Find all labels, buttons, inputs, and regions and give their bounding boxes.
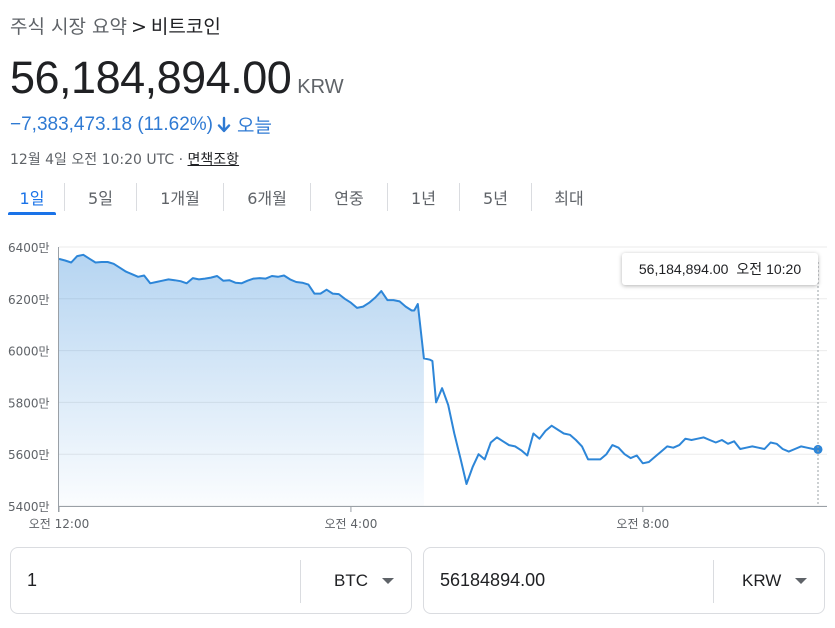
chart-tooltip: 56,184,894.00 오전 10:20 bbox=[622, 253, 818, 285]
dropdown-arrow-icon bbox=[795, 577, 808, 584]
price-line bbox=[58, 253, 819, 485]
tab-max[interactable]: 최대 bbox=[532, 180, 606, 214]
tab-1-month[interactable]: 1개월 bbox=[137, 180, 223, 214]
tab-divider bbox=[136, 183, 137, 211]
tab-label: 1일 bbox=[19, 189, 45, 208]
range-tabs: 1일 5일 1개월 6개월 연중 1년 5년 최대 bbox=[0, 180, 606, 215]
tooltip-price: 56,184,894.00 bbox=[638, 261, 729, 277]
y-tick-label: 5400만 bbox=[8, 500, 50, 514]
dropdown-arrow-icon bbox=[382, 577, 394, 584]
tab-label: 1개월 bbox=[160, 189, 200, 208]
arrow-down-icon bbox=[217, 116, 231, 132]
price-change: −7,383,473.18 (11.62%) 오늘 bbox=[10, 111, 272, 138]
tab-divider bbox=[531, 183, 532, 211]
tab-1-year[interactable]: 1년 bbox=[388, 180, 459, 214]
price-header: 56,184,894.00 KRW bbox=[10, 52, 344, 104]
breadcrumb: 주식 시장 요약 > 비트코인 bbox=[10, 12, 221, 39]
x-tick-label: 오전 12:00 bbox=[29, 517, 89, 531]
y-tick-label: 5800만 bbox=[8, 396, 50, 410]
tab-divider bbox=[387, 183, 388, 211]
tab-divider bbox=[223, 183, 224, 211]
breadcrumb-parent-link[interactable]: 주식 시장 요약 bbox=[10, 16, 127, 38]
change-percent: (11.62%) bbox=[137, 113, 214, 135]
tab-divider bbox=[310, 183, 311, 211]
converter-divider bbox=[713, 560, 714, 603]
timestamp-separator: · bbox=[178, 152, 184, 168]
price-currency: KRW bbox=[297, 76, 344, 98]
to-currency-select[interactable]: KRW bbox=[714, 548, 824, 613]
y-tick-label: 6000만 bbox=[8, 345, 50, 359]
change-amount: −7,383,473.18 bbox=[10, 113, 133, 135]
to-amount-input[interactable] bbox=[424, 548, 712, 613]
current-point-marker bbox=[813, 444, 823, 454]
change-period: 오늘 bbox=[237, 115, 272, 137]
tab-divider bbox=[459, 183, 460, 211]
tab-ytd[interactable]: 연중 bbox=[311, 180, 387, 214]
tab-1-day[interactable]: 1일 bbox=[0, 180, 64, 215]
x-tick-label: 오전 8:00 bbox=[616, 517, 669, 531]
tab-label: 5일 bbox=[88, 189, 113, 208]
tab-divider bbox=[64, 183, 65, 211]
converter-to: KRW bbox=[423, 547, 825, 614]
current-price: 56,184,894.00 bbox=[10, 52, 292, 103]
tab-label: 6개월 bbox=[247, 189, 287, 208]
timestamp-line: 12월 4일 오전 10:20 UTC · 면책조항 bbox=[10, 149, 239, 169]
tab-5-year[interactable]: 5년 bbox=[460, 180, 531, 214]
from-currency-label: BTC bbox=[334, 570, 368, 590]
price-area-fill bbox=[59, 254, 424, 506]
breadcrumb-current: 비트코인 bbox=[150, 16, 221, 38]
tab-label: 1년 bbox=[411, 189, 436, 208]
to-currency-label: KRW bbox=[742, 570, 782, 590]
from-currency-select[interactable]: BTC bbox=[301, 548, 411, 613]
converter-divider bbox=[300, 560, 301, 603]
y-tick-label: 6200만 bbox=[8, 293, 50, 307]
y-tick-label: 6400만 bbox=[8, 241, 50, 255]
tab-6-month[interactable]: 6개월 bbox=[224, 180, 310, 214]
y-tick-label: 5600만 bbox=[8, 448, 50, 462]
tab-label: 연중 bbox=[334, 189, 364, 208]
timestamp: 12월 4일 오전 10:20 UTC bbox=[10, 152, 175, 168]
converter-from: BTC bbox=[10, 547, 412, 614]
tab-label: 5년 bbox=[483, 189, 508, 208]
tab-5-day[interactable]: 5일 bbox=[65, 180, 136, 214]
x-tick-label: 오전 4:00 bbox=[325, 517, 378, 531]
tooltip-time: 오전 10:20 bbox=[736, 261, 802, 277]
tab-label: 최대 bbox=[554, 189, 584, 208]
from-amount-input[interactable] bbox=[11, 548, 299, 613]
breadcrumb-separator: > bbox=[130, 16, 147, 38]
disclaimer-link[interactable]: 면책조항 bbox=[187, 152, 240, 168]
